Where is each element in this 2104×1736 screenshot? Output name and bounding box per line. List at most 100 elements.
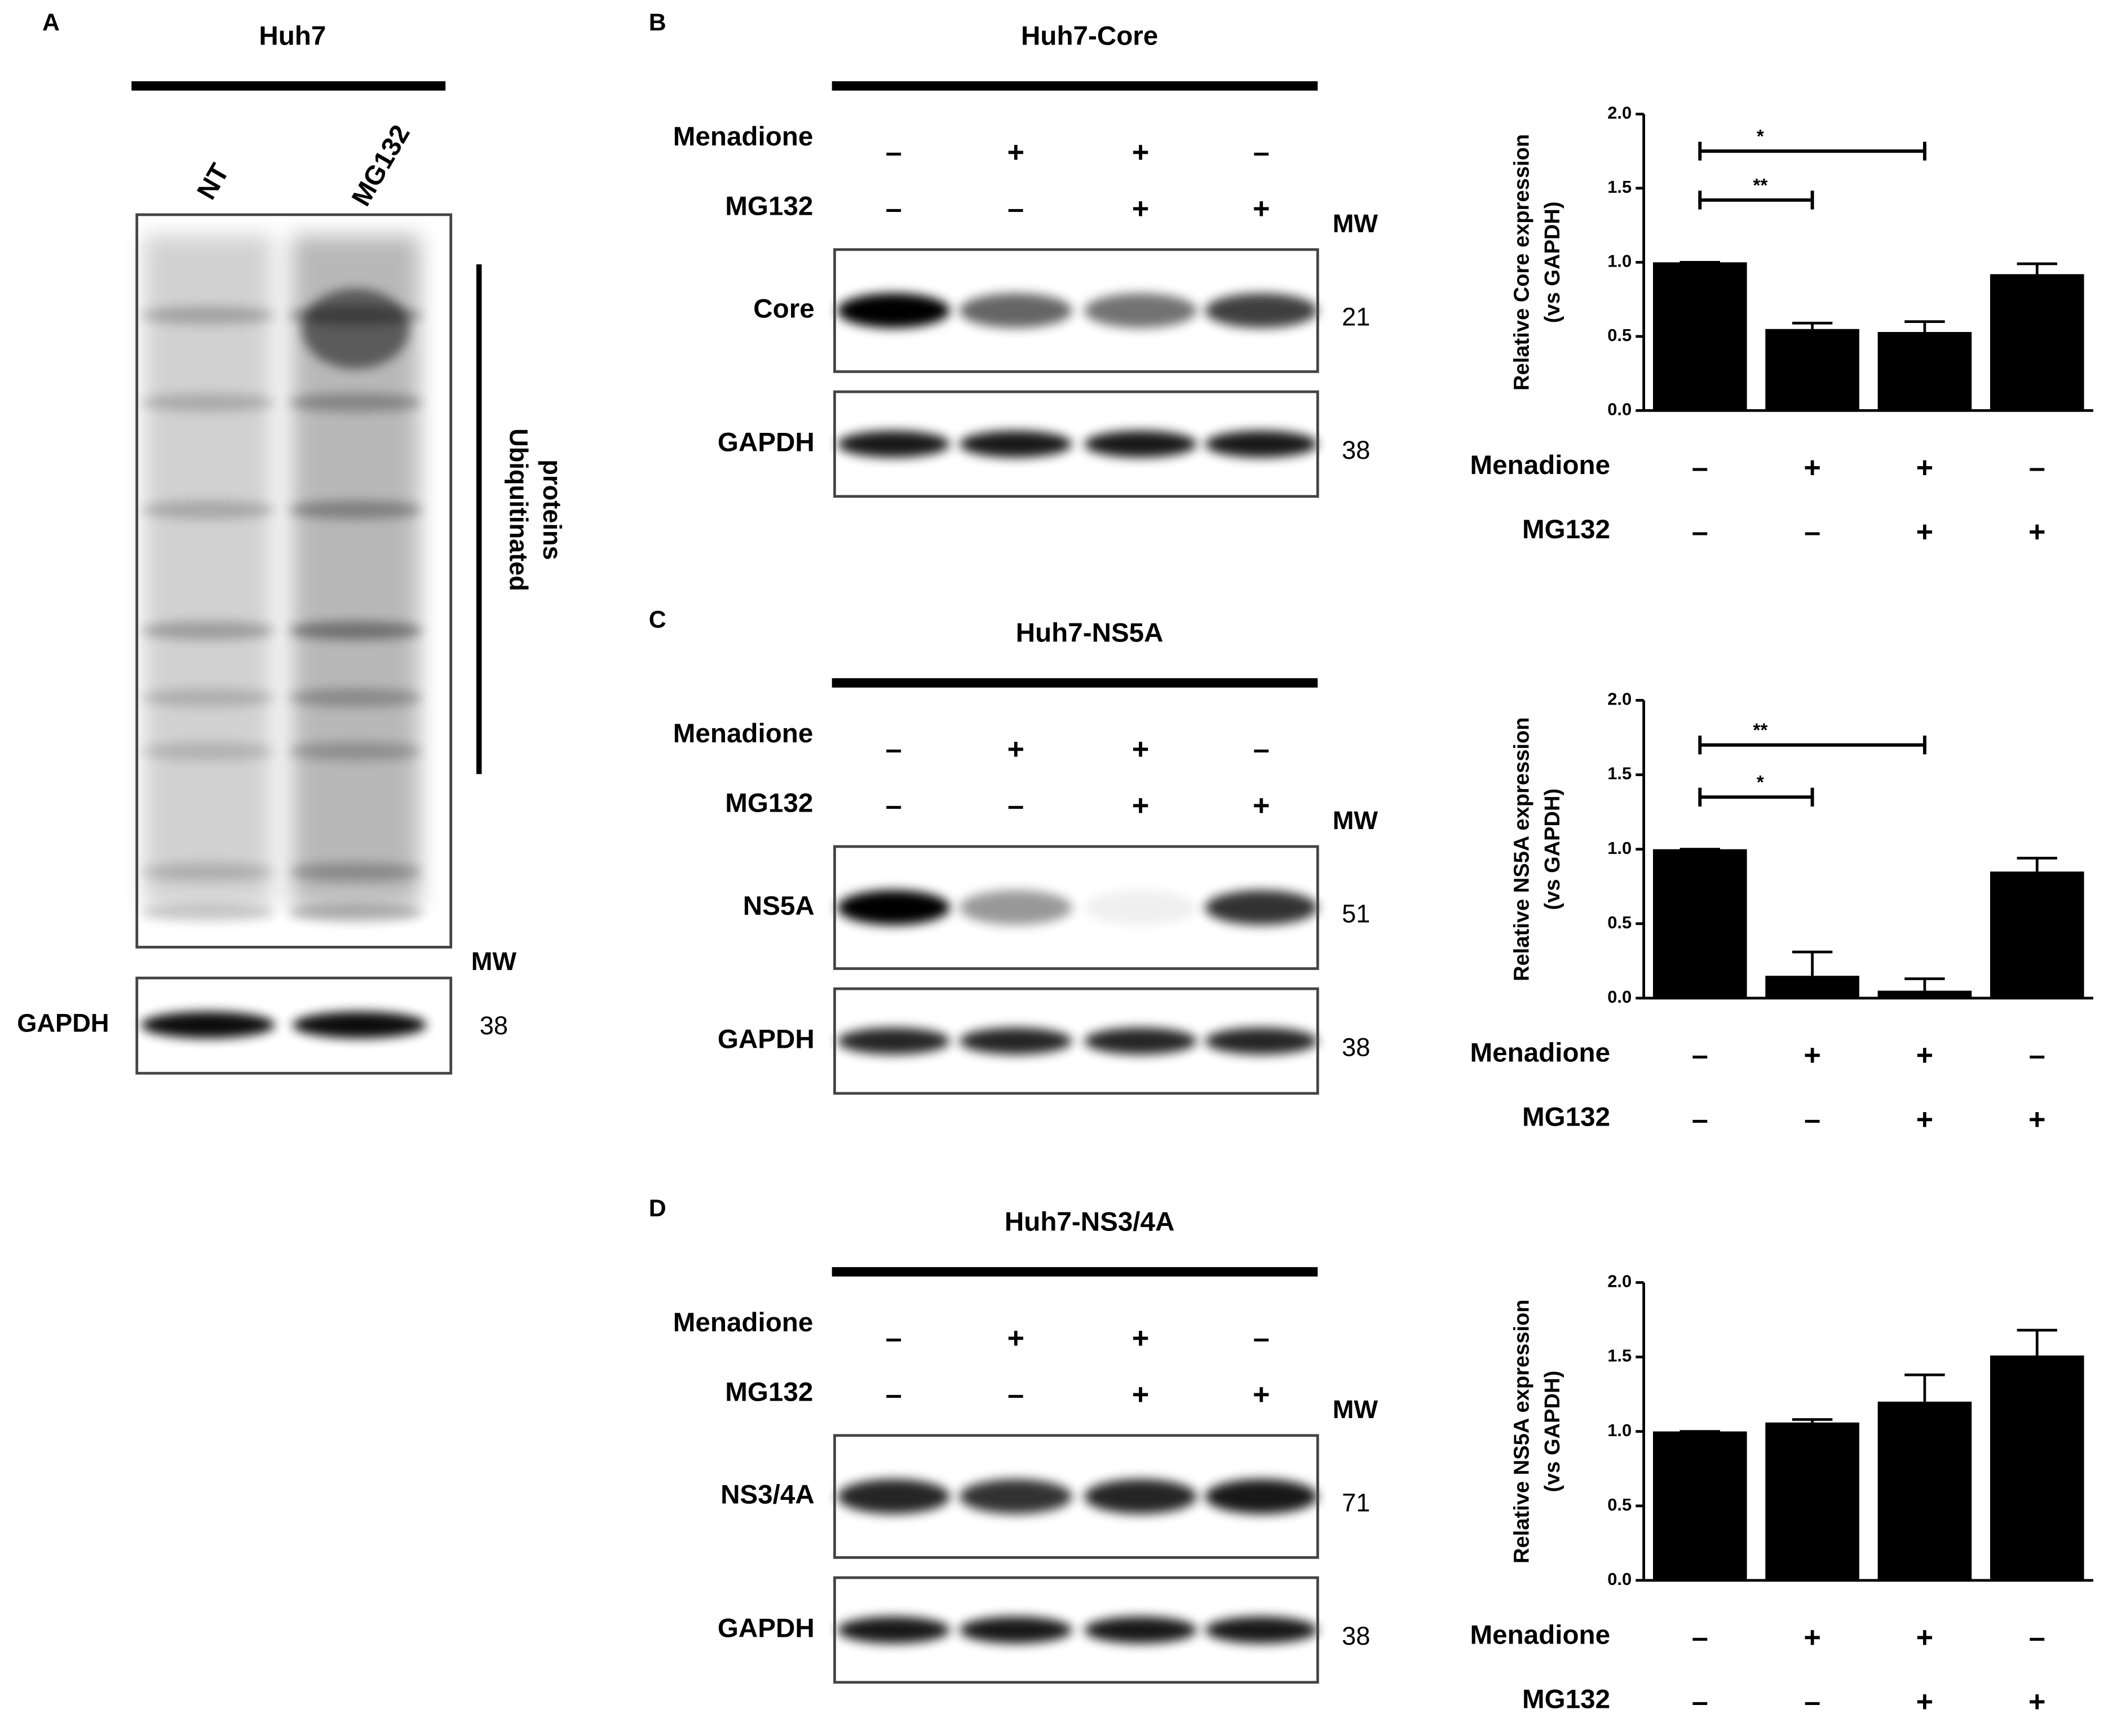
blot-frame [833,845,1319,970]
blot-band [959,1617,1072,1644]
blot-band [837,1028,951,1055]
treatment-sign: + [1007,1322,1024,1355]
mw-header: MW [1333,806,1378,835]
y-tick-label: 0.5 [1607,325,1632,345]
treatment-sign: – [1804,1686,1820,1719]
panel-letter: C [649,606,666,633]
panel-title: Huh7-NS3/4A [1005,1207,1174,1237]
significance-label: ** [1753,720,1767,741]
blot-band [288,500,423,520]
blot-band [288,742,423,761]
blot-band [1084,1028,1197,1055]
blot-band [140,742,275,761]
blot-frame [135,213,453,949]
treatment-label: MG132 [1522,1685,1610,1715]
treatment-sign: – [1692,1104,1708,1136]
blot-band [1084,431,1197,458]
treatment-sign: – [886,1379,902,1411]
treatment-label: Menadione [673,122,814,152]
blot-band [288,621,423,640]
treatment-sign: – [2029,1039,2045,1071]
treatment-label: Menadione [673,1308,814,1338]
bar [1990,1355,2084,1580]
treatment-label: MG132 [725,192,813,222]
treatment-sign: + [1804,1039,1821,1071]
bar [1990,871,2084,998]
treatment-sign: + [1916,451,1934,484]
blot-band [1084,1479,1197,1514]
treatment-sign: + [1916,1686,1934,1719]
blot-band [140,688,275,707]
y-tick-label: 0.5 [1607,913,1632,932]
treatment-label: MG132 [725,1378,813,1407]
treatment-sign: + [1916,1621,1934,1654]
row-label: NS3/4A [721,1480,815,1510]
row-label: GAPDH [718,1025,815,1055]
row-label: Core [753,294,814,324]
treatment-sign: + [1132,193,1150,225]
treatment-sign: – [886,733,902,766]
mw-value: 21 [1342,302,1370,331]
blot-band [140,902,275,922]
row-label: GAPDH [718,427,815,457]
panel-letter: B [649,9,666,36]
bracket-label: Ubiquitinated [504,428,533,591]
treatment-sign: + [2028,1686,2046,1719]
treatment-sign: – [886,1322,902,1355]
treatment-sign: + [1804,451,1821,484]
treatment-label: MG132 [1522,515,1610,544]
y-tick-label: 0.5 [1607,1495,1632,1514]
y-tick-label: 2.0 [1607,689,1632,709]
treatment-sign: – [1804,1104,1820,1136]
bar [1877,1401,1972,1580]
treatment-sign: – [2029,451,2045,484]
y-axis-label: (vs GAPDH) [1541,789,1564,910]
treatment-label: Menadione [1470,1038,1611,1068]
treatment-sign: + [1804,1621,1821,1654]
blot-band [1084,293,1197,329]
blot-band [292,1011,427,1039]
mw-value: 71 [1342,1488,1370,1517]
treatment-sign: – [1804,516,1820,548]
treatment-sign: – [886,790,902,822]
treatment-sign: – [1692,1621,1708,1654]
blot-band [1205,1479,1318,1514]
row-label: GAPDH [718,1613,815,1643]
mw-value: 51 [1342,899,1370,928]
treatment-label: Menadione [1470,450,1611,480]
blot-band [1084,890,1197,925]
bar [1990,274,2084,411]
bar [1652,849,1747,998]
panel-title: Huh7-NS5A [1016,618,1164,648]
treatment-sign: + [1916,516,1934,548]
treatment-sign: + [1253,790,1270,822]
blot-band [288,902,423,922]
treatment-sign: – [1253,1322,1270,1355]
mw-header: MW [471,947,517,976]
blot-band [140,621,275,640]
panel-letter: A [42,9,60,36]
blot-band [1205,293,1318,329]
blot-band [959,293,1072,329]
treatment-sign: – [1692,1039,1708,1071]
blot-band [959,1479,1072,1514]
treatment-sign: – [1692,516,1708,548]
row-label: GAPDH [17,1008,109,1037]
treatment-sign: + [1916,1039,1934,1071]
blot-frame [135,976,453,1075]
blot-band [959,1028,1072,1055]
treatment-label: MG132 [1522,1102,1610,1132]
treatment-sign: + [1132,1379,1150,1411]
blot-frame [833,1434,1319,1559]
bar [1765,976,1859,998]
significance-label: * [1757,126,1764,147]
y-tick-label: 2.0 [1607,1272,1632,1291]
y-tick-label: 1.5 [1607,1346,1632,1366]
treatment-sign: – [886,193,902,225]
treatment-sign: – [1007,1379,1024,1411]
treatment-sign: + [1132,733,1150,766]
panel-title: Huh7 [259,21,326,51]
blot-band [837,890,951,925]
